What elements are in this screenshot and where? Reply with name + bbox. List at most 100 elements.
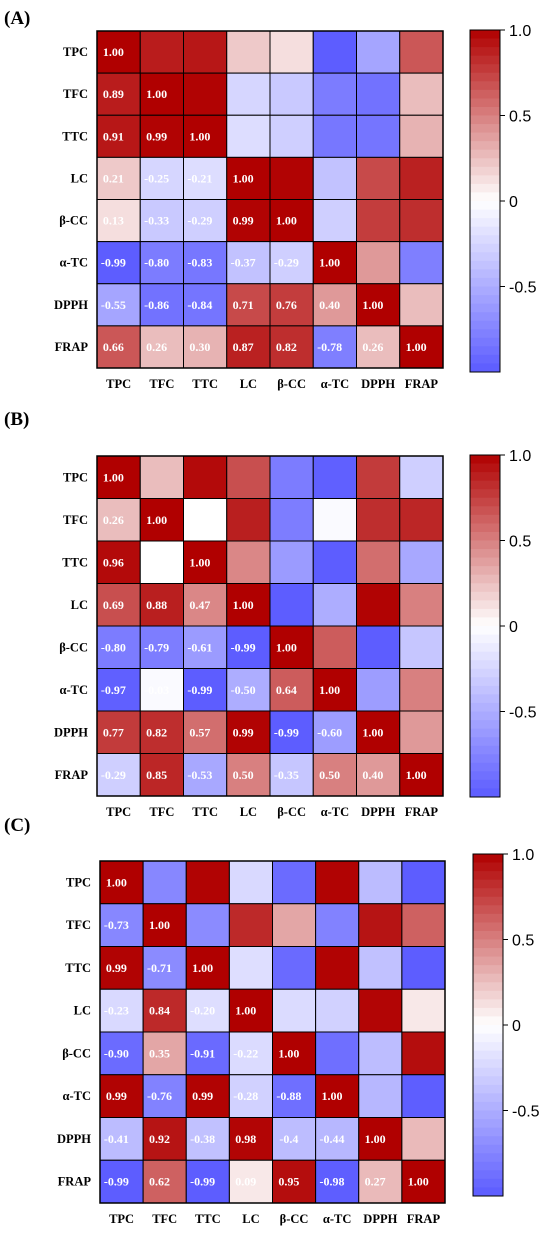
heatmap-cell (401, 860, 446, 905)
heatmap-cell (356, 30, 401, 74)
heatmap-cell (399, 455, 444, 499)
colorbar-step (470, 346, 500, 356)
heatmap-cell (269, 114, 314, 158)
heatmap-cell (399, 710, 444, 754)
heatmap-cell (96, 283, 141, 327)
heatmap-cell (269, 540, 314, 584)
cell-value-label: 1.00 (192, 961, 213, 975)
row-label: DPPH (54, 725, 88, 739)
cell-value-label: 1.00 (362, 298, 383, 312)
colorbar-step (470, 132, 500, 142)
colorbar-step (470, 98, 500, 108)
heatmap-cell (269, 625, 314, 669)
colorbar-step (470, 72, 500, 82)
row-label: TTC (65, 961, 91, 975)
heatmap-cell (272, 1074, 317, 1118)
cell-value-label: -0.71 (147, 961, 172, 975)
cell-value-label: -0.99 (104, 1175, 129, 1189)
heatmap-cell (272, 988, 317, 1033)
colorbar-step (470, 277, 500, 287)
heatmap-cell (399, 583, 444, 627)
colorbar-step (470, 728, 500, 738)
colorbar-step (470, 660, 500, 670)
colorbar-step (473, 1178, 503, 1188)
colorbar-step (470, 166, 500, 176)
colorbar-step (470, 617, 500, 627)
colorbar-step (470, 720, 500, 730)
heatmap-cell (183, 498, 228, 542)
row-label: α-TC (62, 1089, 91, 1103)
heatmap-cell (139, 199, 184, 243)
heatmap-cell (183, 114, 228, 158)
cell-value-label: 1.00 (233, 598, 254, 612)
heatmap-cell (399, 325, 444, 369)
row-label: TFC (63, 87, 88, 101)
colorbar-step (470, 183, 500, 193)
heatmap-cell (228, 903, 273, 947)
cell-value-label: 0.26 (146, 340, 167, 354)
colorbar-step (470, 514, 500, 524)
cell-value-label: -0.33 (144, 214, 169, 228)
heatmap-cell (356, 455, 401, 499)
heatmap-cell (183, 540, 228, 584)
colorbar-step (470, 608, 500, 618)
heatmap-cell (139, 583, 184, 627)
colorbar-step (473, 1110, 503, 1120)
colorbar-step (473, 939, 503, 949)
heatmap-cell (312, 241, 357, 285)
cell-value-label: 1.00 (319, 256, 340, 270)
heatmap-cell (272, 1117, 317, 1161)
heatmap-cell (401, 988, 446, 1033)
colorbar-step (473, 1007, 503, 1017)
column-label: TPC (109, 1212, 134, 1226)
colorbar-step (470, 643, 500, 653)
column-label: TFC (149, 805, 174, 819)
heatmap-cell (183, 668, 228, 712)
cell-value-label: -0.35 (274, 768, 299, 782)
colorbar-step (470, 295, 500, 305)
colorbar-step (470, 81, 500, 91)
cell-value-label: 0.89 (103, 87, 124, 101)
heatmap-cell (399, 199, 444, 243)
heatmap-cell (139, 625, 184, 669)
heatmap-panel-1: (A)1.000.89 1.000.91 0.99 1.000.21 -0.25 -0.2… (4, 8, 537, 391)
colorbar-step (470, 702, 500, 712)
colorbar-step (473, 888, 503, 898)
panel-label: (B) (4, 409, 29, 430)
heatmap-cell (356, 241, 401, 285)
heatmap-cell (356, 114, 401, 158)
cell-value-label: 1.00 (408, 1175, 429, 1189)
heatmap-cell (356, 710, 401, 754)
colorbar-tick-label: 0 (509, 619, 518, 636)
colorbar-step (470, 523, 500, 533)
colorbar-step (470, 89, 500, 99)
cell-value-label: 1.00 (189, 555, 210, 569)
cell-value-label: 0.96 (103, 555, 124, 569)
heatmap-cell (228, 1117, 273, 1161)
heatmap-cell (96, 625, 141, 669)
cell-value-label: 0.85 (146, 768, 167, 782)
cell-value-label: -0.61 (187, 640, 212, 654)
heatmap-cell (269, 583, 314, 627)
colorbar-step (473, 879, 503, 889)
heatmap-cell (312, 498, 357, 542)
heatmap-cell (399, 498, 444, 542)
heatmap-cell (96, 455, 141, 499)
column-label: LC (240, 377, 257, 391)
cell-value-label: 1.00 (233, 171, 254, 185)
heatmap-cell (312, 583, 357, 627)
colorbar-step (470, 574, 500, 584)
colorbar-step (470, 634, 500, 644)
heatmap-cell (96, 498, 141, 542)
cell-value-label: 0.13 (103, 214, 124, 228)
column-label: FRAP (405, 377, 439, 391)
cell-value-label: 0.26 (103, 513, 124, 527)
heatmap-cell (269, 156, 314, 200)
colorbar-step (470, 463, 500, 473)
cell-value-label: -0.29 (187, 214, 212, 228)
colorbar-step (470, 566, 500, 576)
colorbar-step (470, 762, 500, 772)
cell-value-label: -0.86 (144, 298, 169, 312)
heatmap-panel-3: (C)1.00-0.73 1.000.99 -0.71 1.00-0.23 0.84 -0… (4, 815, 540, 1226)
